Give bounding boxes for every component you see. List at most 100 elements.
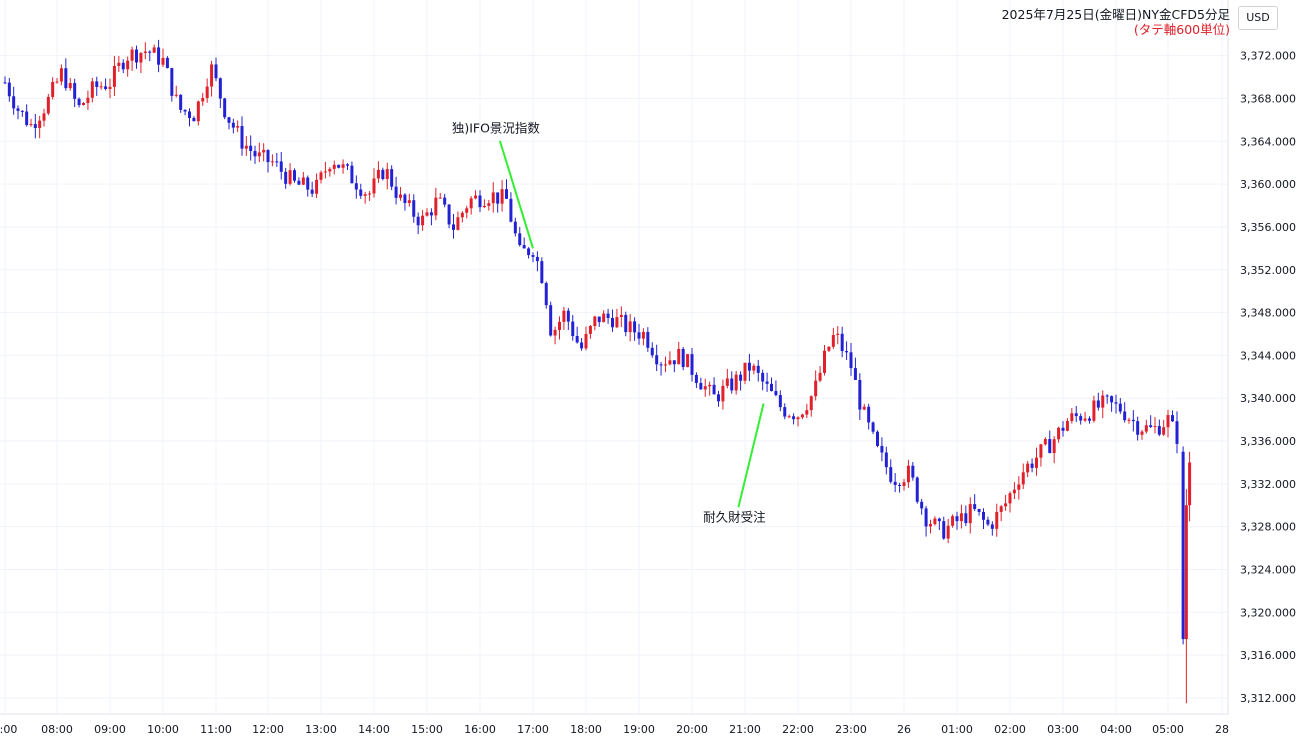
candle-body: [721, 385, 725, 402]
candle-body: [38, 120, 42, 128]
candle-body: [1110, 396, 1114, 403]
candle-body: [1004, 503, 1008, 507]
candle-body: [770, 383, 773, 392]
candle-body: [836, 333, 840, 335]
candle-body: [699, 382, 703, 390]
candle-body: [390, 169, 394, 187]
candle-body: [778, 395, 782, 408]
x-tick-label: 08:00: [41, 723, 73, 736]
candle-body: [301, 177, 305, 185]
y-tick-label: 3,372.000: [1240, 50, 1296, 63]
candle-body: [306, 177, 310, 190]
candle-body: [1181, 451, 1185, 640]
candle-body: [937, 518, 941, 522]
candle-body: [323, 171, 327, 173]
candle-body: [1105, 395, 1109, 397]
candle-body: [68, 83, 72, 89]
candle-body: [328, 168, 332, 172]
candle-body: [999, 506, 1003, 512]
candle-body: [672, 360, 676, 365]
candle-body: [990, 524, 994, 529]
candle-body: [117, 62, 121, 66]
candle-body: [522, 245, 526, 249]
candle-body: [911, 465, 915, 478]
candle-body: [196, 101, 200, 122]
y-tick-label: 3,360.000: [1240, 178, 1296, 191]
candle-body: [633, 321, 637, 333]
candle-body: [1057, 427, 1061, 440]
candle-body: [188, 111, 191, 118]
candle-body: [1114, 402, 1118, 404]
chart-subtitle: (タテ軸600単位): [1134, 22, 1230, 37]
candle-body: [16, 108, 20, 111]
candle-body: [783, 407, 787, 417]
candle-body: [933, 518, 937, 525]
candle-body: [898, 484, 902, 486]
candle-body: [385, 169, 389, 180]
candles: [3, 39, 1192, 704]
candle-body: [284, 171, 288, 184]
x-tick-label: 09:00: [94, 723, 126, 736]
candle-body: [90, 81, 94, 98]
candle-body: [496, 192, 500, 204]
candle-body: [1070, 413, 1074, 422]
candle-body: [310, 189, 314, 194]
annotation-label: 独)IFO景況指数: [452, 121, 541, 136]
candle-body: [641, 331, 645, 339]
candle-body: [55, 81, 59, 83]
candle-body: [845, 351, 849, 353]
candle-body: [1149, 425, 1153, 427]
candle-body: [130, 49, 134, 61]
x-tick-label: 19:00: [623, 723, 655, 736]
candle-body: [500, 189, 504, 204]
y-tick-label: 3,368.000: [1240, 92, 1296, 105]
y-tick-label: 3,336.000: [1240, 435, 1296, 448]
candle-body: [973, 504, 977, 509]
candle-body: [315, 179, 319, 194]
candle-body: [664, 364, 667, 366]
candle-body: [1026, 463, 1030, 473]
candle-body: [253, 151, 257, 157]
candle-body: [1021, 472, 1025, 485]
candle-body: [46, 96, 50, 114]
candle-body: [668, 360, 672, 365]
candle-body: [1043, 439, 1047, 445]
x-tick-label: 12:00: [252, 723, 284, 736]
candle-body: [959, 513, 963, 522]
candle-body: [602, 313, 606, 323]
candle-body: [359, 189, 363, 196]
candle-body: [876, 431, 879, 446]
annotation-label: 耐久財受注: [703, 509, 766, 524]
currency-button[interactable]: USD: [1238, 6, 1278, 30]
candle-body: [143, 51, 147, 54]
candle-body: [593, 316, 597, 327]
candle-body: [752, 365, 756, 371]
candle-body: [152, 47, 156, 53]
candle-body: [434, 197, 438, 216]
candle-body: [266, 149, 270, 163]
candle-body: [747, 362, 751, 371]
y-tick-label: 3,364.000: [1240, 135, 1296, 148]
candle-body: [460, 212, 464, 218]
candle-body: [1052, 439, 1056, 454]
candle-body: [139, 53, 143, 63]
candle-body: [575, 336, 579, 343]
candle-body: [1131, 419, 1135, 422]
candle-body: [946, 525, 950, 539]
candle-body: [297, 180, 301, 185]
candle-body: [527, 248, 531, 256]
candle-body: [942, 521, 946, 539]
candle-body: [686, 354, 690, 368]
candle-body: [223, 98, 227, 118]
candle-body: [227, 117, 231, 123]
candle-body: [615, 317, 619, 328]
candle-body: [332, 164, 336, 169]
candle-body: [95, 81, 99, 87]
x-tick-label: 14:00: [358, 723, 390, 736]
candle-body: [509, 198, 513, 222]
x-tick-label: 03:00: [1047, 723, 1079, 736]
candle-body: [558, 321, 561, 330]
candle-body: [880, 445, 884, 453]
candle-body: [809, 396, 813, 411]
candle-body: [192, 117, 196, 122]
